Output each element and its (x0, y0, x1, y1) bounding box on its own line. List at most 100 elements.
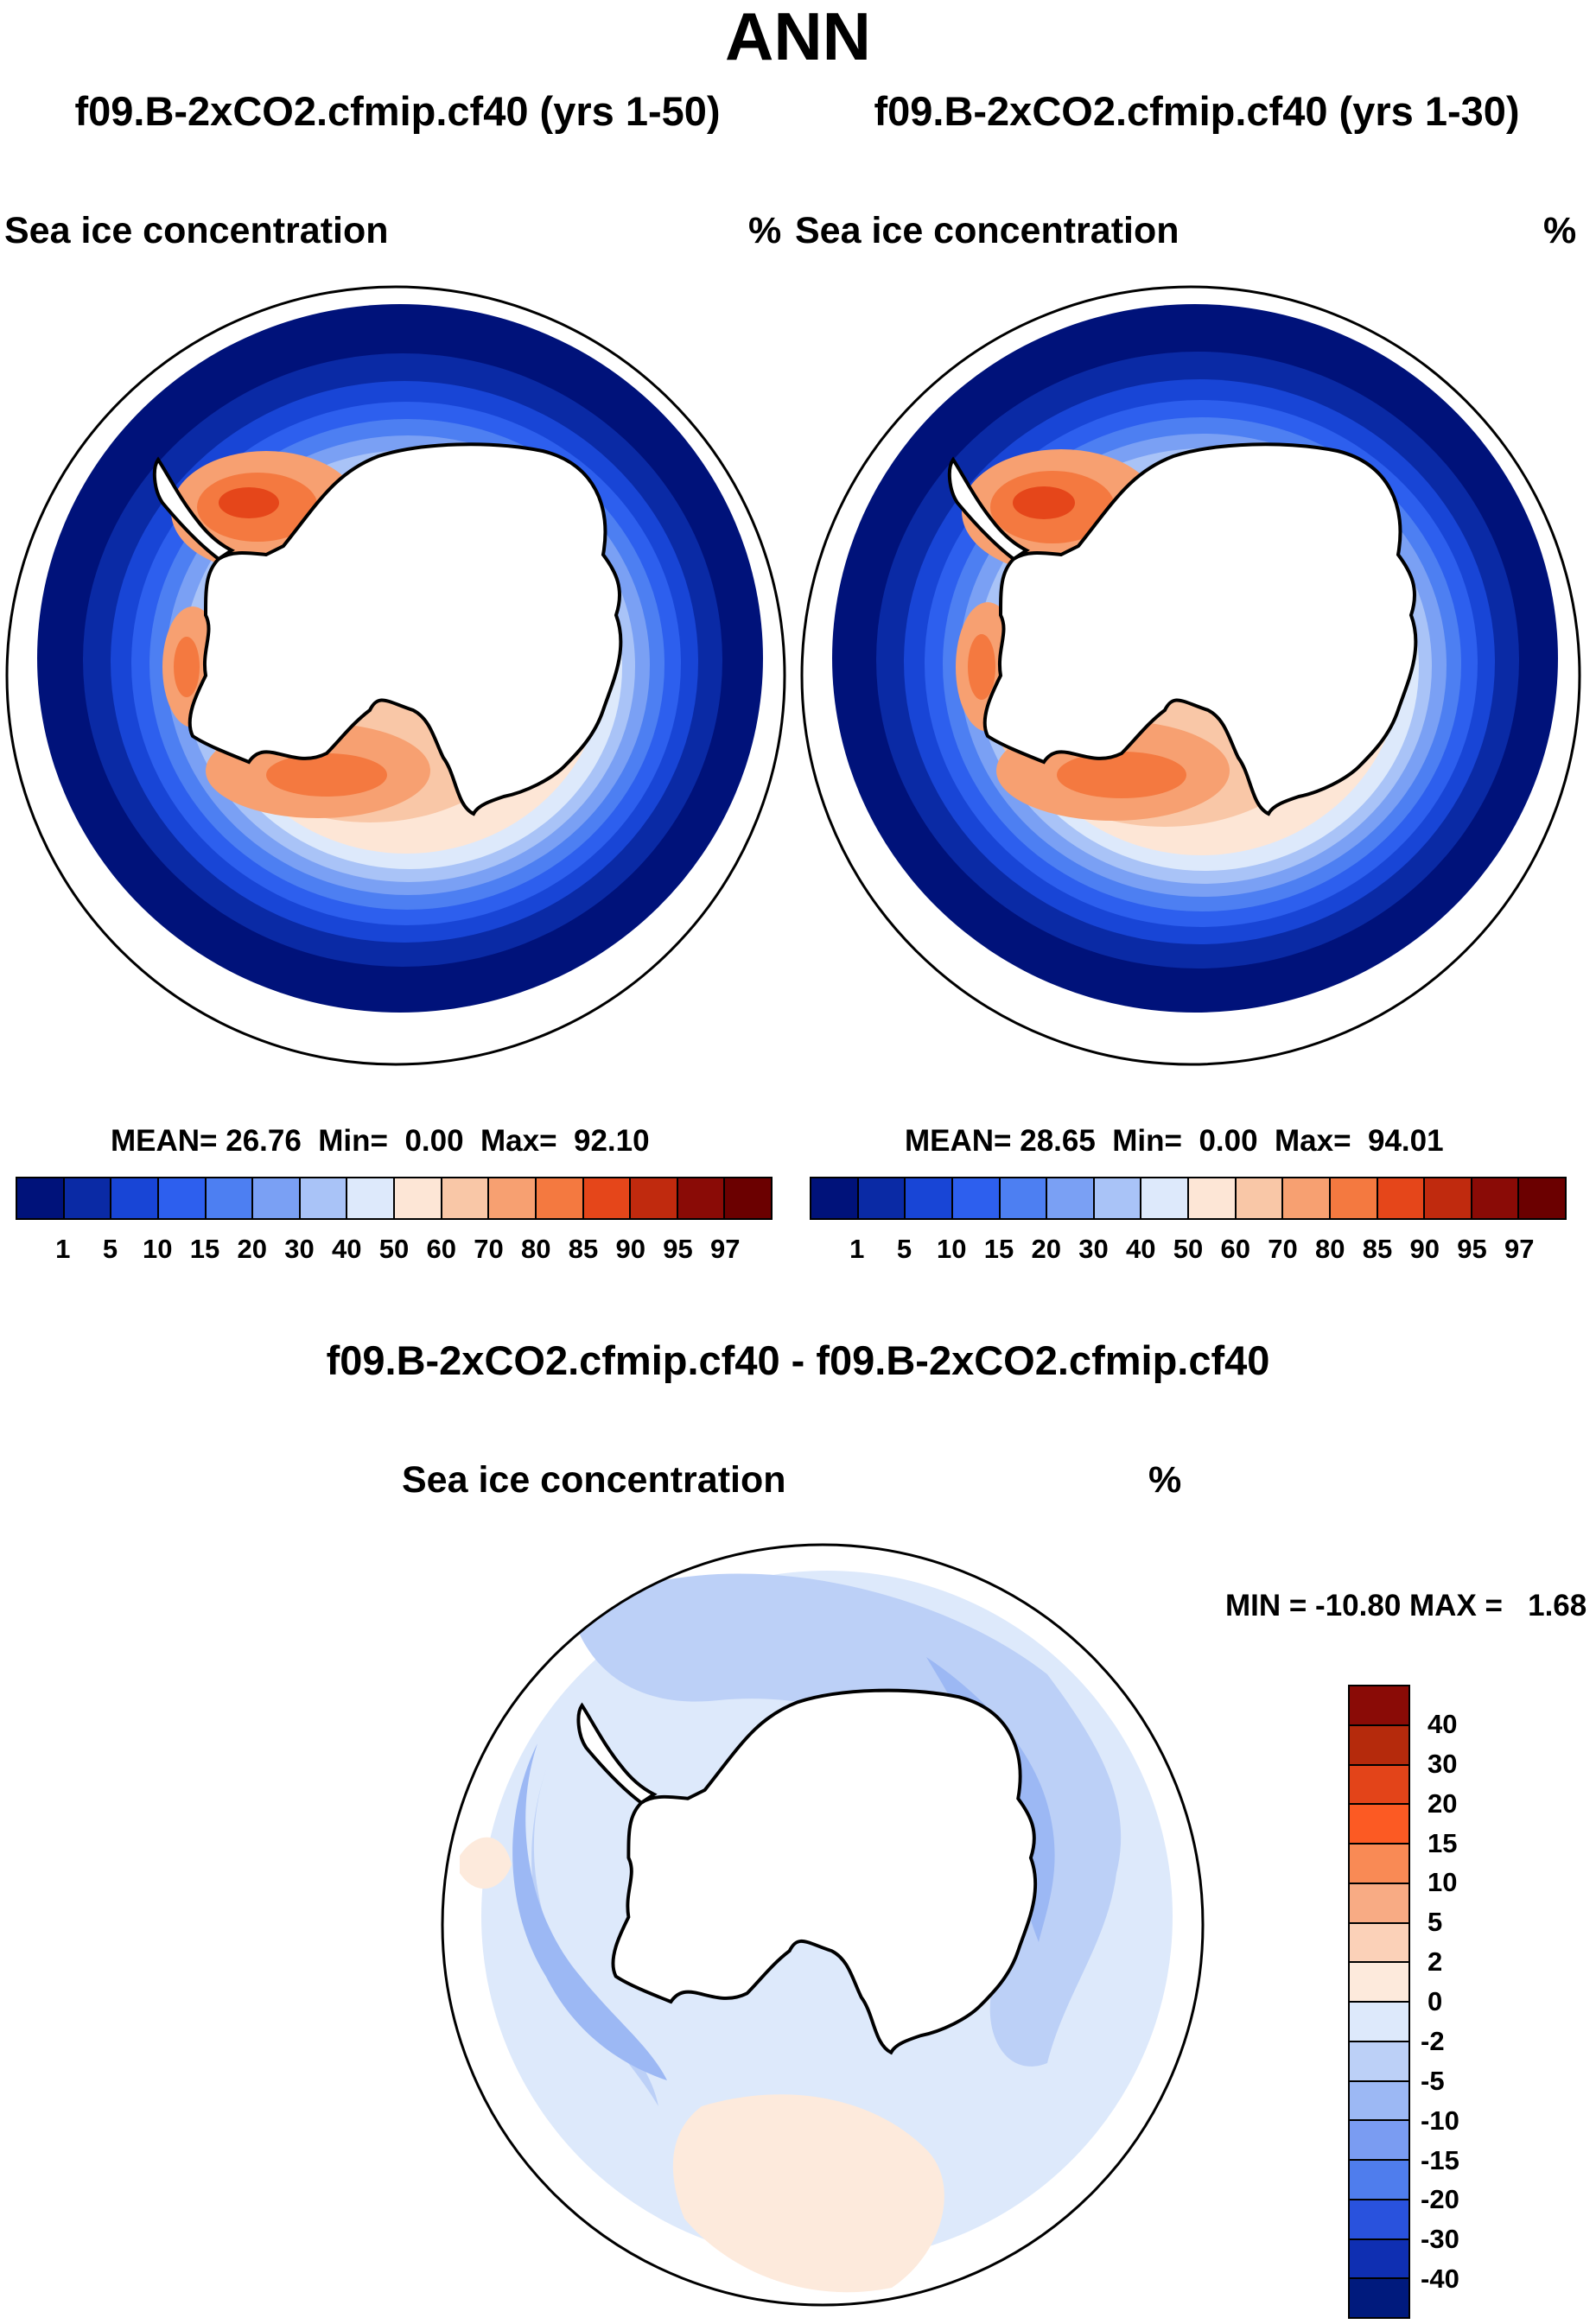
panel1-colorbar-swatch (725, 1178, 771, 1218)
panel1-colorbar-tick-label: 10 (143, 1234, 173, 1264)
panel1-colorbar-swatch (253, 1178, 301, 1218)
diff-colorbar-swatch (1350, 2279, 1408, 2317)
diff-colorbar-swatch (1350, 1805, 1408, 1845)
diff-colorbar-tick-label: 15 (1427, 1827, 1458, 1858)
panel1-colorbar-tick-label: 90 (615, 1234, 645, 1264)
diff-units-label: % (1148, 1459, 1182, 1501)
panel2-colorbar-tick-label: 50 (1173, 1234, 1204, 1264)
panel2-max-value: 94.01 (1368, 1124, 1444, 1158)
panel2-colorbar-swatch (1000, 1178, 1048, 1218)
diff-colorbar (1348, 1685, 1410, 2319)
diff-colorbar-swatch (1350, 2161, 1408, 2200)
panel2-mean-value: 28.65 (1020, 1124, 1096, 1158)
panel1-colorbar-tick-label: 40 (332, 1234, 362, 1264)
panel2-colorbar-swatch (1472, 1178, 1520, 1218)
diff-colorbar-tick-label: 5 (1427, 1907, 1443, 1938)
panel2-case-title: f09.B-2xCO2.cfmip.cf40 (yrs 1-30) (874, 88, 1520, 134)
panel2-colorbar-tick-label: 80 (1315, 1234, 1345, 1264)
panel1-mean-value: 26.76 (226, 1124, 302, 1158)
panel1-colorbar-tick-label: 97 (710, 1234, 741, 1264)
panel2-colorbar-tick-label: 40 (1126, 1234, 1156, 1264)
diff-colorbar-swatch (1350, 1923, 1408, 1964)
panel2-colorbar-swatch (1377, 1178, 1426, 1218)
diff-colorbar-swatch (1350, 1883, 1408, 1924)
panel2-min-label: Min= (1112, 1124, 1182, 1158)
panel1-colorbar-swatch (677, 1178, 726, 1218)
panel1-colorbar-swatch (631, 1178, 678, 1218)
panel2-colorbar-tick-label: 10 (937, 1234, 967, 1264)
panel1-colorbar-swatch (583, 1178, 632, 1218)
panel2-mean-label: MEAN= (905, 1124, 1012, 1158)
panel1-colorbar-swatch (395, 1178, 442, 1218)
panel2-colorbar-tick-label: 85 (1362, 1234, 1393, 1264)
diff-colorbar-swatch (1350, 1765, 1408, 1806)
panel2-colorbar-tick-label: 30 (1078, 1234, 1109, 1264)
panel2-colorbar-swatch (1047, 1178, 1095, 1218)
diff-colorbar-tick-label: -15 (1421, 2144, 1459, 2175)
panel2-colorbar-swatch (952, 1178, 1001, 1218)
panel2-colorbar-swatch (1519, 1178, 1565, 1218)
panel1-max-label: Max= (480, 1124, 557, 1158)
panel2-polar-map (800, 285, 1581, 1066)
panel2-colorbar-tick-label: 97 (1504, 1234, 1535, 1264)
diff-colorbar-tick-label: 40 (1427, 1708, 1458, 1739)
panel1-colorbar-swatch (111, 1178, 159, 1218)
diff-colorbar-swatch (1350, 2081, 1408, 2122)
diff-colorbar-tick-label: 30 (1427, 1748, 1458, 1779)
panel1-colorbar-swatch (158, 1178, 207, 1218)
diff-colorbar-tick-label: -5 (1421, 2065, 1445, 2096)
diff-colorbar-swatch (1350, 1686, 1408, 1726)
diff-variable-label: Sea ice concentration (402, 1459, 786, 1501)
panel1-colorbar-swatch (536, 1178, 584, 1218)
diff-min-max: MIN = -10.80 MAX = 1.68 (1225, 1589, 1587, 1622)
panel1-colorbar-tick-label: 50 (378, 1234, 410, 1264)
panel1-colorbar-ticks: 1 5 10 15 20 30 40 50 60 70 80 85 90 95 97 (16, 1234, 773, 1265)
panel2-colorbar-tick-label: 60 (1220, 1234, 1250, 1264)
panel1-colorbar-swatch (64, 1178, 112, 1218)
panel1-colorbar-tick-label: 20 (237, 1234, 267, 1264)
panel1-colorbar-tick-label: 95 (663, 1234, 693, 1264)
panel2-colorbar-tick-label: 90 (1409, 1234, 1440, 1264)
panel2-colorbar-swatch (1425, 1178, 1472, 1218)
panel1-colorbar-tick-label: 15 (189, 1234, 220, 1264)
panel2-colorbar-swatch (811, 1178, 859, 1218)
diff-colorbar-tick-label: -20 (1421, 2184, 1459, 2215)
panel1-min-value: 0.00 (404, 1124, 464, 1158)
diff-colorbar-tick-label: -2 (1421, 2025, 1445, 2056)
diff-colorbar-tick-label: -40 (1421, 2264, 1459, 2295)
panel1-variable-label: Sea ice concentration (4, 210, 389, 251)
panel1-colorbar-tick-label: 5 (102, 1234, 118, 1264)
diff-colorbar-tick-label: -30 (1421, 2224, 1459, 2255)
panel1-stats: MEAN= 26.76 Min= 0.00 Max= 92.10 (111, 1125, 650, 1158)
panel1-polar-map (5, 285, 786, 1066)
diff-colorbar-tick-label: 2 (1427, 1946, 1443, 1978)
panel1-case-title: f09.B-2xCO2.cfmip.cf40 (yrs 1-50) (74, 88, 721, 134)
diff-colorbar-tick-label: 0 (1427, 1986, 1443, 2016)
panel1-colorbar-swatch (347, 1178, 395, 1218)
diff-colorbar-tick-label: 20 (1427, 1787, 1458, 1819)
panel2-colorbar-tick-label: 1 (849, 1234, 865, 1264)
diff-colorbar-swatch (1350, 1963, 1408, 2003)
diff-colorbar-swatch (1350, 2200, 1408, 2240)
panel2-colorbar-swatch (858, 1178, 906, 1218)
diff-colorbar-ticks: 40 30 20 15 10 5 2 0 -2 -5 -10 -15 -20 -30 -40 (1421, 1685, 1507, 2319)
panel1-colorbar-tick-label: 1 (55, 1234, 71, 1264)
panel1-colorbar-swatch (206, 1178, 254, 1218)
panel2-colorbar-swatch (1283, 1178, 1331, 1218)
diff-colorbar-swatch (1350, 2239, 1408, 2280)
diff-colorbar-swatch (1350, 1845, 1408, 1884)
diff-map-border (441, 1543, 1205, 2307)
panel1-colorbar-tick-label: 70 (474, 1234, 504, 1264)
panel1-colorbar-swatch (489, 1178, 537, 1218)
panel1-mean-label: MEAN= (111, 1124, 218, 1158)
panel2-colorbar-swatch (906, 1178, 953, 1218)
panel1-colorbar (16, 1177, 773, 1220)
figure-title: ANN (725, 0, 871, 74)
panel2-units-label: % (1543, 210, 1577, 251)
diff-colorbar-tick-label: 10 (1427, 1867, 1458, 1898)
panel2-min-value: 0.00 (1199, 1124, 1258, 1158)
panel1-colorbar-tick-label: 30 (284, 1234, 315, 1264)
panel2-colorbar-swatch (1236, 1178, 1284, 1218)
diff-colorbar-swatch (1350, 2121, 1408, 2161)
panel2-colorbar-tick-label: 70 (1268, 1234, 1298, 1264)
